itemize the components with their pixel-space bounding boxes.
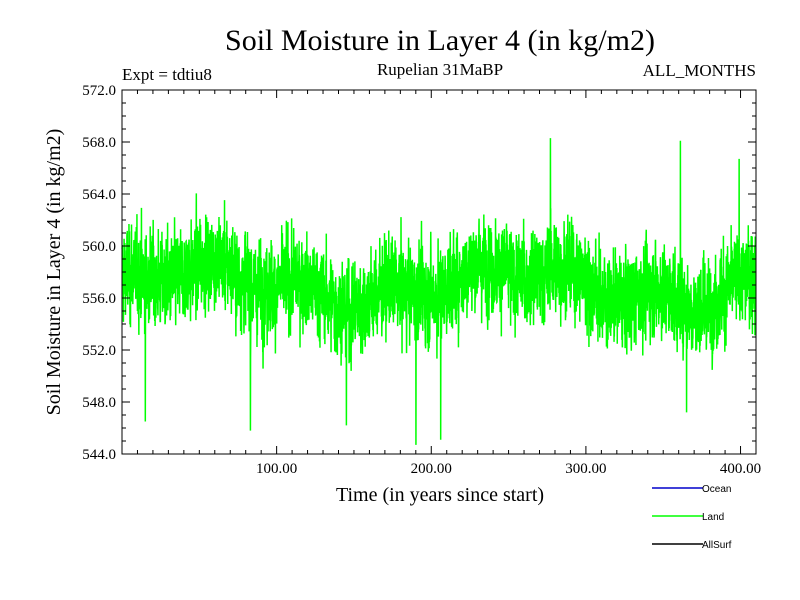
chart-title: Soil Moisture in Layer 4 (in kg/m2) [225, 24, 655, 57]
chart-period: ALL_MONTHS [643, 61, 756, 80]
y-tick-label: 564.0 [82, 187, 116, 203]
y-tick-label: 560.0 [82, 239, 116, 255]
x-tick-label: 400.00 [720, 461, 761, 477]
y-tick-label: 552.0 [82, 343, 116, 359]
x-axis-label: Time (in years since start) [336, 484, 544, 506]
x-tick-label: 200.00 [411, 461, 452, 477]
x-tick-label: 300.00 [565, 461, 606, 477]
chart-subtitle: Rupelian 31MaBP [377, 60, 503, 79]
y-tick-label: 556.0 [82, 291, 116, 307]
series-land-polyline [121, 138, 757, 445]
chart-experiment: Expt = tdtiu8 [122, 65, 212, 84]
x-tick-label: 100.00 [256, 461, 297, 477]
y-tick-label: 572.0 [82, 83, 116, 99]
y-axis: 544.0 548.0 552.0 556.0 560.0 564.0 568.0 572.0 [82, 83, 756, 463]
y-tick-label: 544.0 [82, 447, 116, 463]
y-axis-label: Soil Moisture in Layer 4 (in kg/m2) [43, 129, 65, 416]
legend: Ocean Land AllSurf [652, 484, 732, 551]
legend-label-land: Land [702, 512, 724, 523]
series-land-line [121, 138, 757, 445]
y-tick-label: 568.0 [82, 135, 116, 151]
x-axis: 100.00 200.00 300.00 400.00 [136, 90, 761, 477]
legend-label-ocean: Ocean [702, 484, 731, 495]
y-tick-label: 548.0 [82, 395, 116, 411]
legend-label-allsurf: AllSurf [702, 540, 732, 551]
